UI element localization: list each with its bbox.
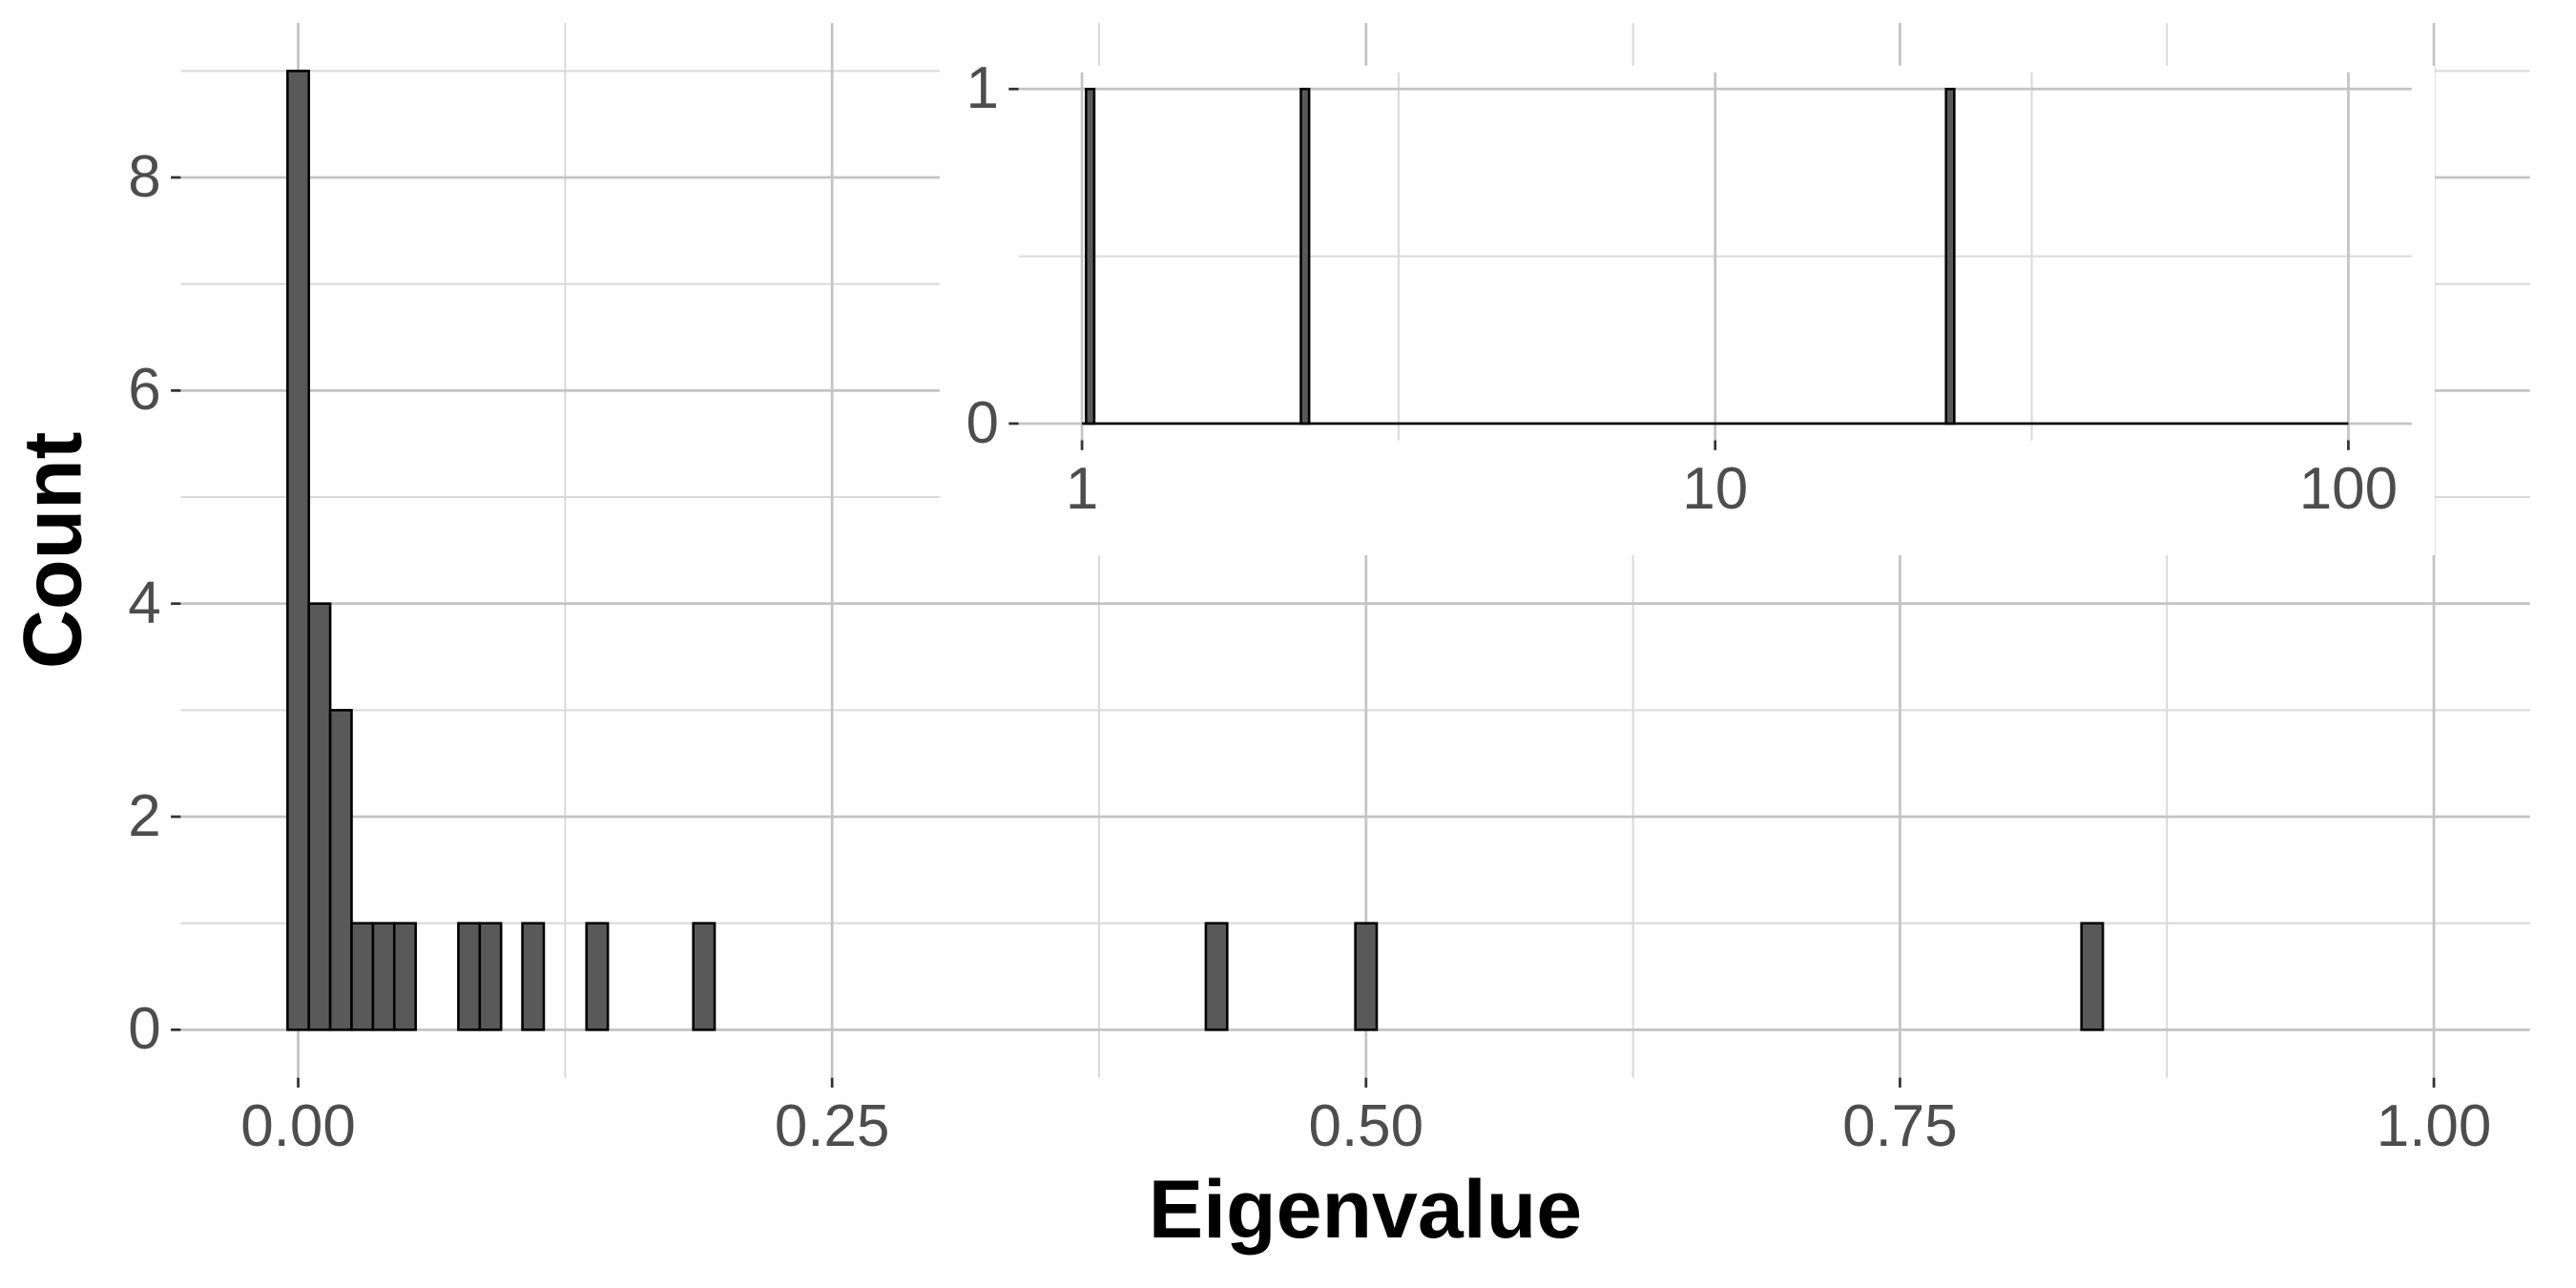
x-tick-label: 0.00 <box>240 1093 356 1159</box>
histogram-bar <box>692 922 717 1031</box>
y-tick-label: 0 <box>128 996 160 1062</box>
histogram-bar <box>478 922 503 1031</box>
y-tick-label: 8 <box>128 144 160 210</box>
histogram-bar <box>1204 922 1229 1031</box>
histogram-bar <box>392 922 417 1031</box>
x-tick-label: 0.25 <box>775 1093 890 1159</box>
bar <box>1944 88 1956 426</box>
histogram-bar <box>585 922 610 1031</box>
histogram-bar <box>521 922 546 1031</box>
bar <box>1299 88 1311 426</box>
y-tick-label: 4 <box>128 571 160 636</box>
histogram-bar <box>2080 922 2105 1031</box>
x-tick-label: 0.75 <box>1842 1093 1958 1159</box>
x-axis-title: Eigenvalue <box>1149 1164 1582 1256</box>
x-tick-label: 1 <box>1066 456 1098 522</box>
histogram-bar <box>307 602 332 1031</box>
histogram-bar <box>350 922 375 1031</box>
y-tick-label: 0 <box>966 390 998 456</box>
histogram-bar <box>286 70 311 1031</box>
bar <box>1085 88 1096 426</box>
y-axis-title: Count <box>8 432 99 670</box>
x-tick-label: 100 <box>2299 456 2398 522</box>
x-tick-label: 1.00 <box>2377 1093 2492 1159</box>
histogram-bar <box>457 922 482 1031</box>
histogram-bar <box>328 709 353 1031</box>
x-tick-label: 0.50 <box>1308 1093 1423 1159</box>
y-tick-label: 6 <box>128 357 160 423</box>
histogram-bar <box>1354 922 1379 1031</box>
y-tick-label: 2 <box>128 783 160 849</box>
histogram-bar <box>371 922 396 1031</box>
x-tick-label: 10 <box>1682 456 1748 522</box>
y-tick-label: 1 <box>966 55 998 121</box>
inset-background <box>939 65 2435 556</box>
